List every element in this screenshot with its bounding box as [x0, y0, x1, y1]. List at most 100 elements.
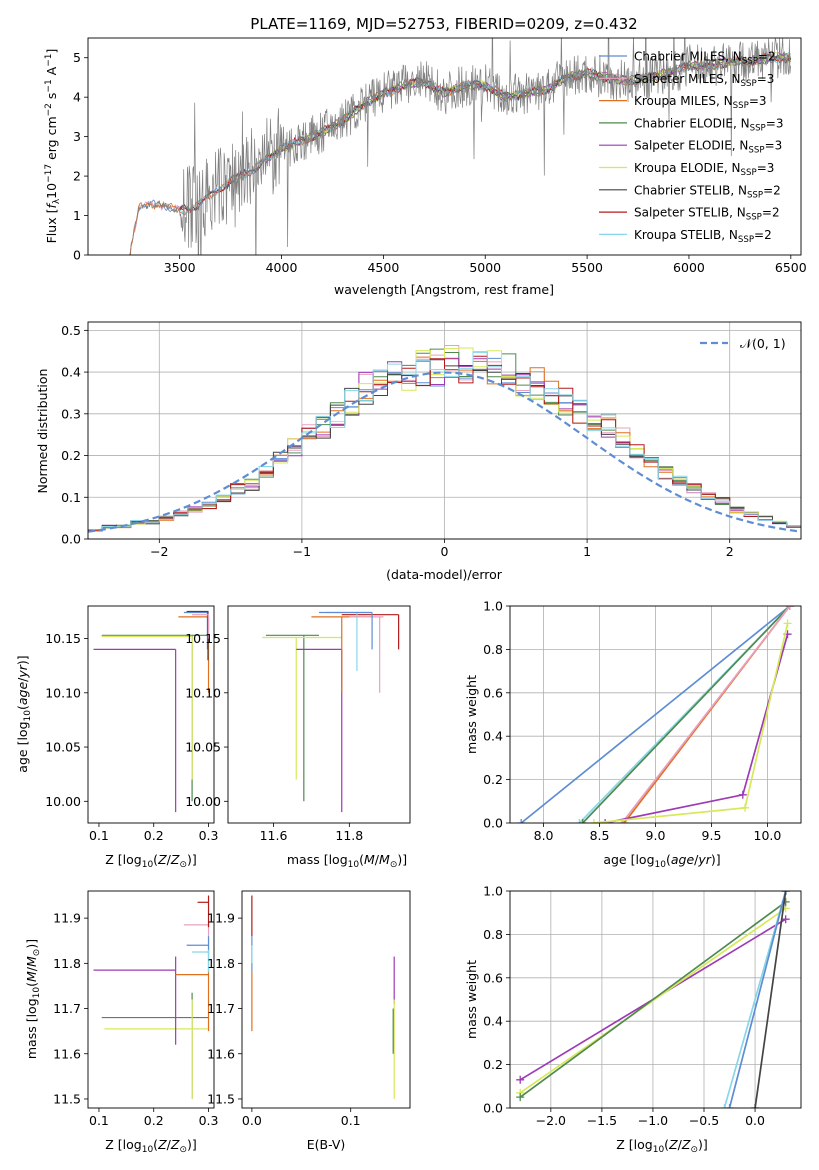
data-spectrum — [128, 38, 791, 255]
data-point-marker — [601, 819, 610, 823]
spectrum-panel: 3500 4000 4500 5000 5500 6000 6500 0 1 2 3 4 5 wavele… — [44, 37, 807, 297]
legend-label: Salpeter ELODIE, NSSP=3 — [634, 139, 782, 156]
plot-area — [93, 610, 210, 813]
y-tick-label: 11.8 — [207, 956, 235, 971]
mass-vs-ebv-panel: 0.0 0.1 11.5 11.6 11.7 11.8 11.9 E(B-V) — [207, 890, 411, 1152]
x-axis-label: wavelength [Angstrom, rest frame] — [334, 282, 554, 297]
data-point-marker — [720, 1104, 729, 1108]
y-tick-label: 0.0 — [483, 1101, 503, 1116]
y-tick-label: 11.9 — [207, 911, 235, 926]
x-tick-label: −1.0 — [638, 1113, 668, 1128]
legend-label: Chabrier MILES, NSSP=2 — [634, 50, 776, 67]
x-axis-label: (data-model)/error — [386, 567, 503, 582]
y-tick-label: 10.10 — [45, 685, 81, 700]
data-point-marker — [725, 1104, 734, 1108]
x-tick-label: 3500 — [164, 260, 196, 275]
y-tick-label: 0.3 — [61, 406, 81, 421]
y-tick-label: 0.2 — [483, 772, 503, 787]
y-axis-label: Normed distribution — [35, 369, 50, 494]
data-point-marker — [516, 1075, 525, 1084]
plot-area — [516, 891, 790, 1108]
x-axis-label: Z [log10(Z/Z⊙)] — [105, 852, 197, 870]
legend-label: Salpeter STELIB, NSSP=2 — [634, 206, 780, 223]
y-tick-label: 1 — [73, 208, 81, 223]
y-tick-label: 0.4 — [61, 365, 81, 380]
x-tick-label: 0.2 — [144, 1113, 164, 1128]
x-axis-label: mass [log10(M/M⊙)] — [287, 852, 407, 870]
y-tick-label: 11.7 — [53, 1001, 81, 1016]
y-tick-label: 1.0 — [483, 884, 503, 899]
series-line-salpeter-miles — [621, 606, 791, 823]
y-axis-label: age [log10(age/yr)] — [15, 655, 33, 772]
x-tick-label: 8.5 — [590, 828, 610, 843]
y-tick-label: 10.05 — [45, 740, 81, 755]
x-tick-label: 1 — [583, 544, 591, 559]
x-tick-label: 10.0 — [754, 828, 782, 843]
x-tick-label: −1.5 — [587, 1113, 617, 1128]
x-tick-label: 0 — [441, 544, 449, 559]
series-line-chabrier-miles — [728, 891, 787, 1108]
data-point-marker — [517, 819, 526, 823]
x-tick-label: −0.5 — [689, 1113, 719, 1128]
data-point-marker — [785, 606, 794, 610]
data-point-marker — [578, 819, 587, 823]
y-tick-label: 10.00 — [185, 794, 221, 809]
x-tick-label: 5500 — [571, 260, 603, 275]
data-point-marker — [781, 915, 790, 924]
x-tick-label: 9.5 — [702, 828, 722, 843]
y-tick-label: 0.0 — [483, 816, 503, 831]
plot-area — [517, 606, 794, 823]
mass-vs-metallicity-panel: 0.1 0.2 0.3 11.5 11.6 11.7 11.8 11.9 Z [log10(Z/… — [24, 890, 218, 1155]
x-tick-label: 0.3 — [199, 828, 219, 843]
data-point-marker — [738, 790, 747, 799]
y-axis-label: mass weight — [464, 675, 479, 754]
x-tick-label: 4500 — [367, 260, 399, 275]
plot-area — [262, 611, 400, 813]
x-tick-label: 0.0 — [745, 1113, 765, 1128]
x-axis-label: age [log10(age/yr)] — [603, 852, 720, 870]
x-tick-label: 11.6 — [260, 828, 288, 843]
x-tick-label: −2.0 — [536, 1113, 566, 1128]
x-tick-label: 2 — [726, 544, 734, 559]
residual-histogram-panel: −2 −1 0 1 2 0.0 0.1 0.2 0.3 0.4 0.5 (data-model)/er… — [35, 321, 802, 582]
series-line-chabrier-elodie — [582, 606, 791, 823]
x-tick-label: −1 — [293, 544, 311, 559]
y-tick-label: 3 — [73, 129, 81, 144]
mass-weight-vs-metallicity-panel: −2.0 −1.5 −1.0 −0.5 0.0 0.0 0.2 0.4 0.6 0.8 1.0 mas… — [464, 884, 802, 1155]
y-tick-label: 0.2 — [483, 1057, 503, 1072]
y-tick-label: 0.4 — [483, 1014, 503, 1029]
y-tick-label: 2 — [73, 169, 81, 184]
x-tick-label: 0.1 — [89, 1113, 109, 1128]
x-tick-label: 0.0 — [242, 1113, 262, 1128]
x-axis-label: Z [log10(Z/Z⊙)] — [616, 1137, 708, 1155]
x-tick-label: −2 — [150, 544, 168, 559]
legend-label: Salpeter MILES, NSSP=3 — [634, 72, 774, 89]
x-axis-label: Z [log10(Z/Z⊙)] — [105, 1137, 197, 1155]
y-tick-label: 0.6 — [483, 685, 503, 700]
axes-frame — [87, 321, 802, 540]
data-point-marker — [783, 619, 792, 628]
y-tick-label: 10.15 — [45, 631, 81, 646]
y-tick-label: 11.6 — [207, 1046, 235, 1061]
x-tick-label: 0.2 — [144, 828, 164, 843]
y-tick-label: 0.8 — [483, 642, 503, 657]
y-tick-label: 1.0 — [483, 599, 503, 614]
y-tick-label: 0.2 — [61, 448, 81, 463]
x-tick-label: 6500 — [775, 260, 807, 275]
histogram-salpeter-stelib — [88, 355, 801, 531]
y-axis-label: mass weight — [464, 960, 479, 1039]
figure-title: PLATE=1169, MJD=52753, FIBERID=0209, z=0… — [250, 15, 637, 33]
y-tick-label: 11.9 — [53, 911, 81, 926]
y-tick-label: 0.1 — [61, 490, 81, 505]
series-line-kroupa-elodie — [593, 623, 789, 823]
normal-distribution-curve — [88, 371, 801, 533]
y-axis-label: mass [log10(M/M⊙)] — [24, 939, 42, 1059]
series-line-chabrier-miles — [520, 606, 791, 823]
axes-frame — [509, 890, 802, 1109]
legend-label: Kroupa ELODIE, NSSP=3 — [634, 161, 774, 178]
y-tick-label: 11.8 — [53, 956, 81, 971]
x-axis-label: E(B-V) — [307, 1137, 346, 1152]
series-line-chabrier-elodie — [519, 901, 787, 1098]
x-tick-label: 0.1 — [341, 1113, 361, 1128]
